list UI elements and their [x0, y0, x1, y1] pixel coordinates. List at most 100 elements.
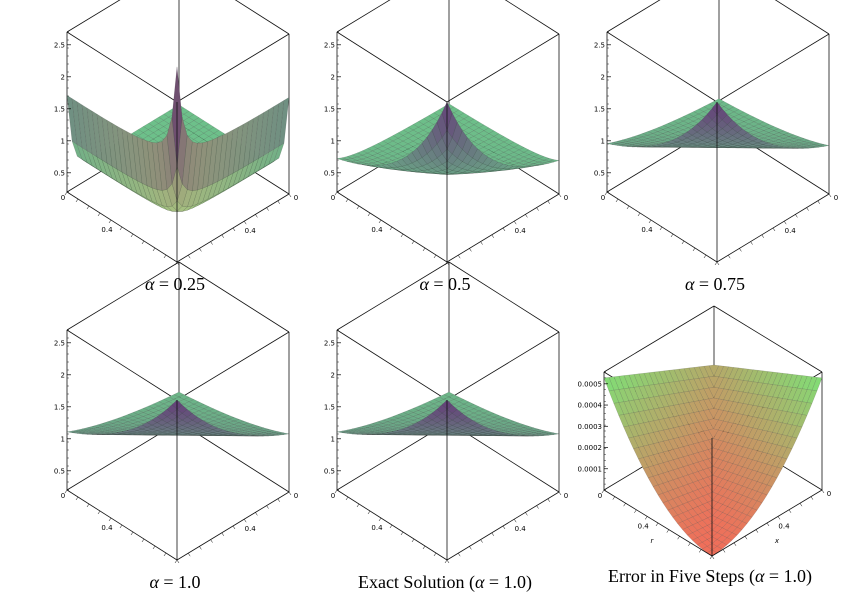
surface-cell — [248, 434, 259, 436]
surface-cell — [111, 432, 123, 435]
surface-cell — [757, 144, 769, 147]
surface-cell — [467, 420, 478, 426]
surface-cell — [513, 433, 524, 436]
caption-alpha-025: α = 0.25 — [40, 274, 310, 295]
z-tick-label: 1 — [601, 137, 605, 145]
z-tick-label: 0.5 — [594, 169, 605, 177]
y-minor-tick — [525, 512, 528, 516]
surface-cell — [703, 419, 714, 431]
z-tick-label: 1 — [331, 137, 335, 145]
caption-prefix: Exact Solution ( — [357, 572, 475, 592]
surface-cell — [352, 429, 363, 433]
surface-cell — [357, 432, 368, 435]
caption-suffix: = 1.0) — [484, 572, 533, 592]
surface-mesh — [66, 391, 290, 437]
surface-cell — [737, 485, 748, 496]
surface-cell — [431, 121, 443, 145]
surface-cell — [426, 412, 438, 421]
surface-cell — [213, 410, 225, 416]
surface-mesh — [336, 391, 560, 437]
y-minor-tick — [176, 559, 180, 564]
x-minor-tick — [334, 489, 338, 494]
surface-cell — [223, 435, 234, 436]
z-tick-label: 2.5 — [54, 339, 65, 347]
surface-cell — [172, 434, 183, 436]
box-edge — [713, 305, 823, 373]
surface-cell — [528, 165, 539, 168]
x-minor-tick — [681, 240, 685, 245]
box-edge — [336, 329, 448, 401]
surface-cell — [162, 433, 173, 435]
surface-cell — [117, 181, 128, 189]
surface-cell — [742, 138, 754, 143]
surface-cell — [452, 430, 463, 434]
surface-cell — [698, 420, 709, 432]
x-minor-tick — [703, 254, 707, 259]
surface-cell — [722, 432, 734, 443]
z-axis: 0.5 1 1.5 2 2.5 — [324, 31, 341, 193]
x-minor-tick — [152, 247, 156, 252]
x-minor-tick — [601, 489, 605, 494]
surface-cell — [477, 434, 489, 436]
surface-cell — [222, 431, 234, 434]
x-minor-tick — [141, 240, 145, 245]
surface-cell — [238, 424, 250, 428]
surface-cell — [727, 491, 738, 501]
surface-cell — [716, 527, 728, 536]
y-minor-tick — [761, 234, 765, 238]
surface-cell — [762, 139, 775, 143]
surface-cell — [102, 432, 113, 434]
surface-cell — [163, 401, 175, 407]
surface-cell — [462, 434, 473, 436]
x-minor-tick — [174, 559, 178, 564]
surface-cell — [223, 419, 235, 423]
surface-cell — [747, 381, 759, 394]
surface-cell — [483, 133, 495, 140]
surface-cell — [186, 429, 199, 433]
surface-cell — [187, 141, 198, 191]
box-edge — [448, 261, 560, 333]
surface-cell — [442, 430, 453, 434]
surface-cell — [442, 433, 453, 435]
surface-cell — [442, 434, 453, 436]
surface-cell — [743, 114, 755, 120]
surface-cell — [462, 416, 473, 424]
surface-cell — [258, 430, 269, 433]
surface-cell — [381, 432, 393, 435]
surface-cell — [81, 433, 93, 435]
surface-cell — [436, 404, 448, 414]
z-axis: 0.5 1 1.5 2 2.5 — [54, 31, 71, 193]
surface-cell — [218, 417, 230, 422]
surface-cell — [477, 152, 488, 164]
surface-cell — [431, 408, 443, 417]
surface-cell — [623, 400, 634, 414]
x-axis — [604, 191, 718, 266]
surface-cell — [763, 136, 775, 140]
surface-cell — [782, 373, 793, 387]
surface-cell — [263, 433, 274, 436]
surface-cell — [712, 458, 724, 469]
surface-cell — [192, 434, 203, 436]
surface-cell — [356, 426, 369, 430]
y-minor-tick — [788, 509, 792, 513]
y-minor-tick — [772, 227, 776, 232]
y-minor-tick — [716, 261, 720, 266]
surface-cell — [746, 498, 758, 509]
z-tick-label: 0.5 — [324, 467, 335, 475]
x-minor-tick — [334, 191, 338, 196]
surface-cell — [718, 399, 729, 411]
z-axis: 0.5 1 1.5 2 2.5 — [54, 329, 71, 491]
surface-cell — [811, 377, 823, 392]
surface-cell — [533, 154, 545, 159]
box-edge — [66, 31, 178, 103]
surface-cell — [198, 412, 210, 418]
z-axis: 0.5 1 1.5 2 2.5 — [324, 329, 341, 491]
surface-cell — [342, 429, 353, 433]
surface-cell — [707, 507, 718, 516]
surface-cell — [528, 430, 539, 433]
y-minor-tick — [810, 496, 814, 500]
x-axis — [334, 191, 448, 266]
surface-cell — [663, 382, 675, 395]
y-axis — [446, 193, 562, 266]
surface-cell — [463, 121, 475, 128]
